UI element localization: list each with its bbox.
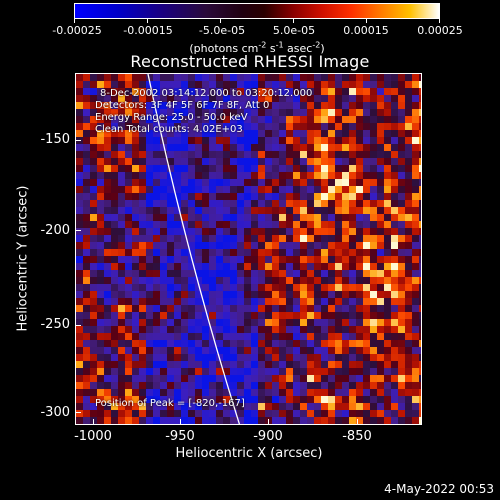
- y-tick-label: -250: [40, 317, 70, 332]
- colorbar-tick: [220, 19, 221, 23]
- colorbar-tick: [293, 19, 294, 23]
- y-tick-label: -200: [40, 223, 70, 238]
- plot-title: Reconstructed RHESSI Image: [130, 52, 370, 71]
- annotation-detectors: Detectors: 3F 4F 5F 6F 7F 8F, Att 0: [95, 100, 270, 111]
- x-tick: [357, 419, 358, 425]
- annotation-time-range: 8-Dec-2002 03:14:12.000 to 03:20:12.000: [100, 88, 313, 99]
- timestamp: 4-May-2022 00:53: [384, 482, 494, 496]
- annotation-energy: Energy Range: 25.0 - 50.0 keV: [95, 112, 248, 123]
- y-tick: [75, 325, 81, 326]
- colorbar-tick: [147, 19, 148, 23]
- y-tick-label: -300: [40, 405, 70, 420]
- x-tick-label: -1000: [74, 429, 112, 444]
- x-tick-label: -950: [165, 429, 195, 444]
- x-tick: [180, 419, 181, 425]
- colorbar: [74, 3, 440, 19]
- colorbar-tick: [366, 19, 367, 23]
- colorbar-units: (photons cm-2 s-1 asec-2): [189, 40, 325, 55]
- colorbar-tick-label: 0.00025: [417, 24, 463, 37]
- y-tick-label: -150: [40, 132, 70, 147]
- x-tick-label: -900: [253, 429, 283, 444]
- colorbar-tick-label: -0.00015: [123, 24, 173, 37]
- y-axis-label: Heliocentric Y (arcsec): [15, 185, 31, 332]
- y-tick: [75, 140, 81, 141]
- annotation-peak: Position of Peak = [-820,-167]: [95, 398, 245, 409]
- x-axis-label: Heliocentric X (arcsec): [175, 446, 323, 461]
- x-tick: [93, 419, 94, 425]
- colorbar-tick: [74, 19, 75, 23]
- x-tick-label: -850: [342, 429, 372, 444]
- colorbar-tick-label: -5.0e-05: [198, 24, 246, 37]
- x-tick: [268, 419, 269, 425]
- colorbar-tick-label: -0.00025: [52, 24, 102, 37]
- colorbar-tick-label: 5.0e-05: [272, 24, 316, 37]
- y-tick: [75, 230, 81, 231]
- annotation-method: Clean Total counts: 4.02E+03: [95, 124, 243, 135]
- colorbar-tick: [439, 19, 440, 23]
- colorbar-gradient: [75, 4, 439, 18]
- y-tick: [75, 412, 81, 413]
- colorbar-tick-label: 0.00015: [343, 24, 389, 37]
- rhessi-image: 8-Dec-2002 03:14:12.000 to 03:20:12.000 …: [75, 73, 422, 425]
